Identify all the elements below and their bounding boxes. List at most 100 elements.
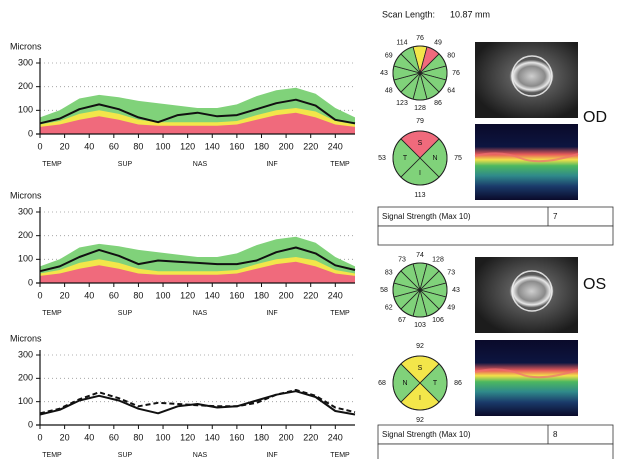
- region-label: TEMP: [330, 452, 350, 459]
- x-tick-label: 40: [84, 290, 94, 300]
- report: Scan Length: 10.87 mm Microns01002003000…: [0, 0, 633, 459]
- y-tick-label: 0: [28, 277, 33, 287]
- region-label: NAS: [193, 452, 208, 459]
- clock-value: 80: [447, 52, 455, 59]
- y-tick-label: 300: [18, 206, 33, 216]
- x-tick-label: 240: [328, 141, 343, 151]
- clock-value: 73: [398, 257, 406, 264]
- x-tick-label: 0: [37, 141, 42, 151]
- x-tick-label: 60: [109, 141, 119, 151]
- x-tick-label: 220: [303, 290, 318, 300]
- quadrant-letter: S: [418, 365, 423, 372]
- quadrant-value: 68: [378, 380, 386, 387]
- region-label: INF: [266, 452, 277, 459]
- oct-bscan: [475, 340, 578, 416]
- region-label: NAS: [193, 310, 208, 317]
- x-tick-label: 160: [229, 141, 244, 151]
- y-tick-label: 100: [18, 396, 33, 406]
- x-tick-label: 100: [156, 290, 171, 300]
- x-tick-label: 60: [109, 432, 119, 442]
- region-label: NAS: [193, 161, 208, 168]
- region-label: INF: [266, 161, 277, 168]
- clock-value: 49: [434, 40, 442, 47]
- fundus-image: [475, 257, 578, 333]
- region-label: SUP: [118, 310, 133, 317]
- quadrant-letter: I: [419, 170, 421, 177]
- scan-length-value: 10.87 mm: [450, 9, 490, 19]
- clock-value: 49: [447, 304, 455, 311]
- x-tick-label: 20: [60, 432, 70, 442]
- signal-label: Signal Strength (Max 10): [382, 212, 471, 221]
- region-label: TEMP: [330, 310, 350, 317]
- y-axis-label: Microns: [10, 190, 42, 200]
- quadrant-value: 75: [454, 155, 462, 162]
- x-tick-label: 120: [180, 141, 195, 151]
- eye-label: OS: [583, 276, 606, 293]
- x-tick-label: 220: [303, 141, 318, 151]
- x-tick-label: 160: [229, 432, 244, 442]
- clock-value: 58: [380, 287, 388, 294]
- clock-value: 76: [416, 35, 424, 42]
- y-tick-label: 0: [28, 128, 33, 138]
- y-tick-label: 300: [18, 57, 33, 67]
- y-tick-label: 300: [18, 349, 33, 359]
- quadrant-value: 113: [414, 192, 425, 199]
- x-tick-label: 20: [60, 290, 70, 300]
- y-axis-label: Microns: [10, 333, 42, 343]
- quadrant-letter: N: [402, 380, 407, 387]
- x-tick-label: 180: [254, 141, 269, 151]
- x-tick-label: 140: [205, 141, 220, 151]
- y-tick-label: 100: [18, 254, 33, 264]
- x-tick-label: 200: [279, 432, 294, 442]
- clock-value: 86: [434, 100, 442, 107]
- quadrant-letter: I: [419, 395, 421, 402]
- clock-value: 123: [396, 100, 408, 107]
- clock-value: 76: [452, 70, 460, 77]
- y-tick-label: 100: [18, 105, 33, 115]
- page: { "header": {"scan_length_label": "Scan …: [0, 0, 633, 459]
- x-tick-label: 40: [84, 432, 94, 442]
- clock-value: 128: [414, 105, 426, 112]
- clock-value: 74: [416, 252, 424, 259]
- quadrant-letter: S: [418, 140, 423, 147]
- clock-value: 64: [447, 87, 455, 94]
- signal-label: Signal Strength (Max 10): [382, 430, 471, 439]
- signal-empty-row: [378, 226, 613, 245]
- region-label: TEMP: [42, 161, 62, 168]
- x-tick-label: 180: [254, 432, 269, 442]
- scan-length-label: Scan Length:: [382, 9, 435, 19]
- x-tick-label: 240: [328, 432, 343, 442]
- region-label: TEMP: [330, 161, 350, 168]
- clock-value: 83: [385, 269, 393, 276]
- quadrant-value: 86: [454, 380, 462, 387]
- quadrant-letter: N: [432, 155, 437, 162]
- region-label: SUP: [118, 452, 133, 459]
- clock-value: 114: [396, 40, 407, 47]
- region-label: INF: [266, 310, 277, 317]
- signal-empty-row: [378, 444, 613, 459]
- x-tick-label: 100: [156, 432, 171, 442]
- y-tick-label: 200: [18, 230, 33, 240]
- region-label: TEMP: [42, 452, 62, 459]
- x-tick-label: 60: [109, 290, 119, 300]
- clock-value: 43: [380, 70, 388, 77]
- region-label: SUP: [118, 161, 133, 168]
- quadrant-value: 92: [416, 417, 424, 424]
- x-tick-label: 100: [156, 141, 171, 151]
- x-tick-label: 200: [279, 290, 294, 300]
- clock-value: 69: [385, 52, 393, 59]
- x-tick-label: 40: [84, 141, 94, 151]
- clock-value: 73: [447, 269, 455, 276]
- x-tick-label: 80: [133, 432, 143, 442]
- x-tick-label: 80: [133, 141, 143, 151]
- clock-value: 62: [385, 304, 393, 311]
- quadrant-letter: T: [433, 380, 438, 387]
- signal-value: 7: [553, 212, 558, 221]
- signal-value: 8: [553, 430, 558, 439]
- x-tick-label: 140: [205, 432, 220, 442]
- clock-value: 43: [452, 287, 460, 294]
- y-tick-label: 200: [18, 373, 33, 383]
- quadrant-value: 92: [416, 343, 424, 350]
- quadrant-value: 53: [378, 155, 386, 162]
- x-tick-label: 220: [303, 432, 318, 442]
